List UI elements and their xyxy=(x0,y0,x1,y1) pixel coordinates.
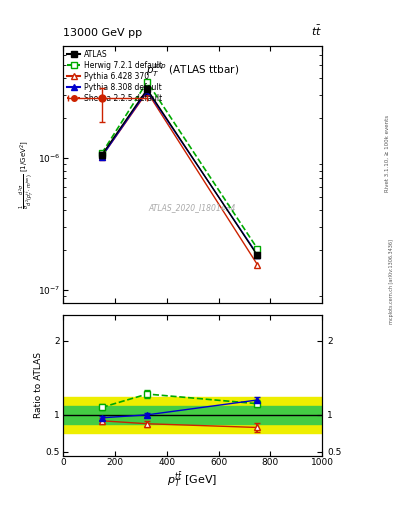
X-axis label: $p_T^{t\bar{t}}$ [GeV]: $p_T^{t\bar{t}}$ [GeV] xyxy=(167,470,218,489)
Legend: ATLAS, Herwig 7.2.1 default, Pythia 6.428 370, Pythia 8.308 default, Sherpa 2.2.: ATLAS, Herwig 7.2.1 default, Pythia 6.42… xyxy=(65,48,163,104)
Text: 13000 GeV pp: 13000 GeV pp xyxy=(63,28,142,38)
Bar xyxy=(63,397,322,433)
Text: $p_T^{top}$ (ATLAS ttbar): $p_T^{top}$ (ATLAS ttbar) xyxy=(146,61,239,79)
Y-axis label: $\frac{1}{\sigma}\frac{d^2\sigma}{d^2(p_T^{t\bar{t}}\cdot m^{\rm tan})}$ [1/GeV$: $\frac{1}{\sigma}\frac{d^2\sigma}{d^2(p_… xyxy=(18,140,36,209)
Text: mcplots.cern.ch [arXiv:1306.3436]: mcplots.cern.ch [arXiv:1306.3436] xyxy=(389,239,393,324)
Text: ATLAS_2020_I1801434: ATLAS_2020_I1801434 xyxy=(149,203,236,212)
Bar xyxy=(63,406,322,424)
Y-axis label: Ratio to ATLAS: Ratio to ATLAS xyxy=(34,352,43,418)
Text: Rivet 3.1.10, ≥ 100k events: Rivet 3.1.10, ≥ 100k events xyxy=(385,115,389,192)
Text: $t\bar{t}$: $t\bar{t}$ xyxy=(311,24,322,38)
